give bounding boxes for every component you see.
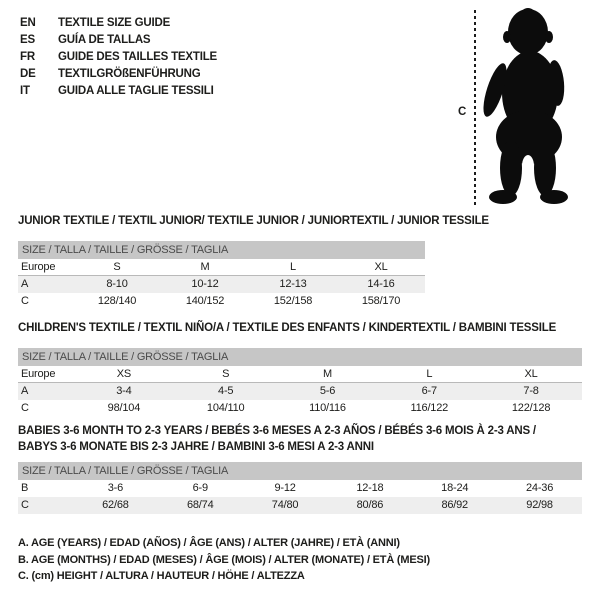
table-cell: 158/170 xyxy=(361,295,401,307)
table-cell: S xyxy=(113,260,121,273)
language-code: DE xyxy=(20,68,36,80)
table-cell: XS xyxy=(116,367,132,380)
table-cell: L xyxy=(290,260,296,273)
table-row-height: C 98/104 104/110 110/116 116/122 122/128 xyxy=(18,400,582,417)
language-row-fr: FR GUIDE DES TAILLES TEXTILE xyxy=(20,49,217,66)
language-title: GUIDE DES TAILLES TEXTILE xyxy=(58,51,217,63)
language-code: FR xyxy=(20,51,35,63)
table-cell: 92/98 xyxy=(526,499,553,511)
table-row-age: A 8-10 10-12 12-13 14-16 xyxy=(18,276,425,293)
table-cell: 80/86 xyxy=(356,499,384,511)
row-label: C xyxy=(21,295,29,307)
table-cell: 7-8 xyxy=(523,385,539,397)
language-code: EN xyxy=(20,17,36,29)
table-cell: XL xyxy=(524,367,538,380)
section-title-babies-line2: BABYS 3-6 MONATE BIS 2-3 JAHRE / BAMBINI… xyxy=(18,441,374,453)
junior-size-table: SIZE / TALLA / TAILLE / GRÖSSE / TAGLIA … xyxy=(18,241,425,310)
table-cell: 12-13 xyxy=(279,278,307,290)
row-label: C xyxy=(21,402,29,414)
row-label: Europe xyxy=(21,367,56,380)
table-row-height: C 62/68 68/74 74/80 80/86 86/92 92/98 xyxy=(18,497,582,514)
table-cell: 128/140 xyxy=(97,295,137,307)
table-row-europe: Europe XS S M L XL xyxy=(18,366,582,383)
language-list: EN TEXTILE SIZE GUIDE ES GUÍA DE TALLAS … xyxy=(20,15,217,100)
table-cell: 86/92 xyxy=(441,499,468,511)
table-cell: 62/68 xyxy=(102,499,129,511)
row-label: A xyxy=(21,278,29,290)
size-header-bar: SIZE / TALLA / TAILLE / GRÖSSE / TAGLIA xyxy=(18,348,582,366)
language-title: GUIDA ALLE TAGLIE TESSILI xyxy=(58,85,214,97)
table-cell: M xyxy=(323,367,332,380)
table-cell: 12-18 xyxy=(356,482,384,494)
table-cell: 6-9 xyxy=(192,482,209,494)
table-cell: 74/80 xyxy=(271,499,299,511)
table-cell: M xyxy=(200,260,210,273)
row-label: C xyxy=(21,499,29,511)
language-row-it: IT GUIDA ALLE TAGLIE TESSILI xyxy=(20,83,217,100)
table-cell: 68/74 xyxy=(186,499,214,511)
table-cell: 9-12 xyxy=(274,482,296,494)
language-title: GUÍA DE TALLAS xyxy=(58,34,151,46)
size-header-bar: SIZE / TALLA / TAILLE / GRÖSSE / TAGLIA xyxy=(18,241,425,259)
table-cell: 4-5 xyxy=(218,385,234,397)
row-label: A xyxy=(21,385,29,397)
table-cell: 3-4 xyxy=(116,385,132,397)
table-cell: 104/110 xyxy=(206,402,245,414)
table-row-europe: Europe S M L XL xyxy=(18,259,425,276)
table-cell: 24-36 xyxy=(525,482,554,494)
table-row-age: A 3-4 4-5 5-6 6-7 7-8 xyxy=(18,383,582,400)
legend-notes: A. AGE (YEARS) / EDAD (AÑOS) / ÂGE (ANS)… xyxy=(18,535,430,585)
table-cell: 116/122 xyxy=(410,402,449,414)
table-cell: 122/128 xyxy=(511,402,551,414)
table-row-height: C 128/140 140/152 152/158 158/170 xyxy=(18,293,425,310)
table-cell: 14-16 xyxy=(367,278,395,290)
babies-size-table: SIZE / TALLA / TAILLE / GRÖSSE / TAGLIA … xyxy=(18,462,582,514)
size-header-bar: SIZE / TALLA / TAILLE / GRÖSSE / TAGLIA xyxy=(18,462,582,480)
children-size-table: SIZE / TALLA / TAILLE / GRÖSSE / TAGLIA … xyxy=(18,348,582,417)
table-cell: S xyxy=(222,367,230,380)
language-row-en: EN TEXTILE SIZE GUIDE xyxy=(20,15,217,32)
section-title-babies-line1: BABIES 3-6 MONTH TO 2-3 YEARS / BEBÉS 3-… xyxy=(18,425,536,437)
language-title: TEXTILGRÖßENFÜHRUNG xyxy=(58,68,201,80)
height-measure-label: C xyxy=(458,106,467,118)
table-row-age-months: B 3-6 6-9 9-12 12-18 18-24 24-36 xyxy=(18,480,582,497)
legend-note-a: A. AGE (YEARS) / EDAD (AÑOS) / ÂGE (ANS)… xyxy=(18,537,400,549)
table-cell: 110/116 xyxy=(309,402,346,414)
table-cell: 6-7 xyxy=(421,385,438,397)
row-label: Europe xyxy=(21,260,56,273)
table-cell: 10-12 xyxy=(191,278,219,290)
table-cell: L xyxy=(426,367,433,380)
table-cell: XL xyxy=(374,260,388,273)
table-cell: 18-24 xyxy=(441,482,469,494)
table-cell: 152/158 xyxy=(273,295,313,307)
baby-silhouette-icon xyxy=(483,8,568,204)
row-label: B xyxy=(21,482,29,494)
height-measure-dotted-line xyxy=(474,10,476,208)
table-cell: 5-6 xyxy=(319,385,336,397)
legend-note-b: B. AGE (MONTHS) / EDAD (MESES) / ÂGE (MO… xyxy=(18,553,430,566)
table-cell: 140/152 xyxy=(185,295,225,307)
section-title-junior: JUNIOR TEXTILE / TEXTIL JUNIOR/ TEXTILE … xyxy=(18,215,489,227)
table-cell: 8-10 xyxy=(106,278,128,290)
table-cell: 3-6 xyxy=(107,482,124,494)
language-row-de: DE TEXTILGRÖßENFÜHRUNG xyxy=(20,66,217,83)
legend-note-c: C. (cm) HEIGHT / ALTURA / HAUTEUR / HÖHE… xyxy=(18,570,305,582)
section-title-children: CHILDREN'S TEXTILE / TEXTIL NIÑO/A / TEX… xyxy=(18,322,557,334)
language-row-es: ES GUÍA DE TALLAS xyxy=(20,32,217,49)
language-title: TEXTILE SIZE GUIDE xyxy=(58,17,171,29)
language-code: IT xyxy=(20,85,30,97)
language-code: ES xyxy=(20,34,35,46)
table-cell: 98/104 xyxy=(107,402,141,414)
